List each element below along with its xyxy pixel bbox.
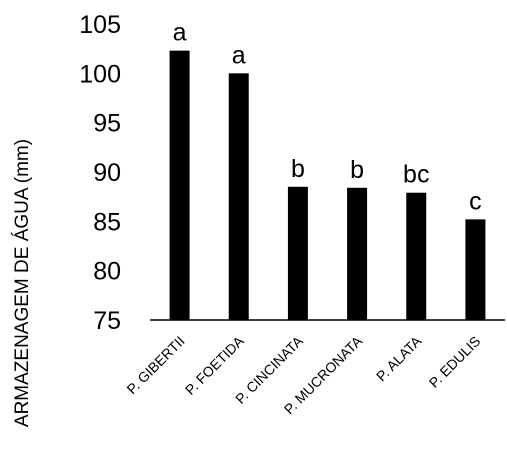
significance-letter: c	[469, 187, 482, 215]
bar	[169, 50, 190, 320]
bar	[287, 186, 308, 320]
y-axis-label: ARMAZENAGEM DE ÁGUA (mm)	[12, 139, 33, 427]
y-tick-label: 95	[93, 110, 121, 138]
y-tick-label: 85	[93, 208, 121, 236]
bar	[406, 192, 427, 320]
x-tick-label: P. FOETIDA	[182, 332, 248, 398]
significance-letter: bc	[403, 161, 429, 189]
significance-letter: a	[173, 19, 187, 47]
bar	[347, 187, 368, 320]
y-axis-ticks: 75 80 85 90 95 100 105	[79, 11, 121, 335]
y-tick-label: 90	[93, 159, 121, 187]
bars-group	[169, 50, 486, 320]
y-tick-label: 75	[93, 307, 121, 335]
significance-letters: a a b b bc c	[173, 19, 482, 216]
x-tick-label: P. ALATA	[373, 332, 425, 384]
y-tick-label: 105	[79, 11, 121, 39]
significance-letter: a	[232, 41, 246, 69]
bar	[228, 73, 249, 320]
x-tick-label: P. EDULIS	[426, 333, 484, 391]
y-tick-label: 100	[79, 60, 121, 88]
x-tick-label: P. GIBERTII	[123, 333, 187, 397]
significance-letter: b	[350, 156, 364, 184]
bar	[465, 219, 486, 320]
significance-letter: b	[291, 155, 305, 183]
y-tick-label: 80	[93, 258, 121, 286]
